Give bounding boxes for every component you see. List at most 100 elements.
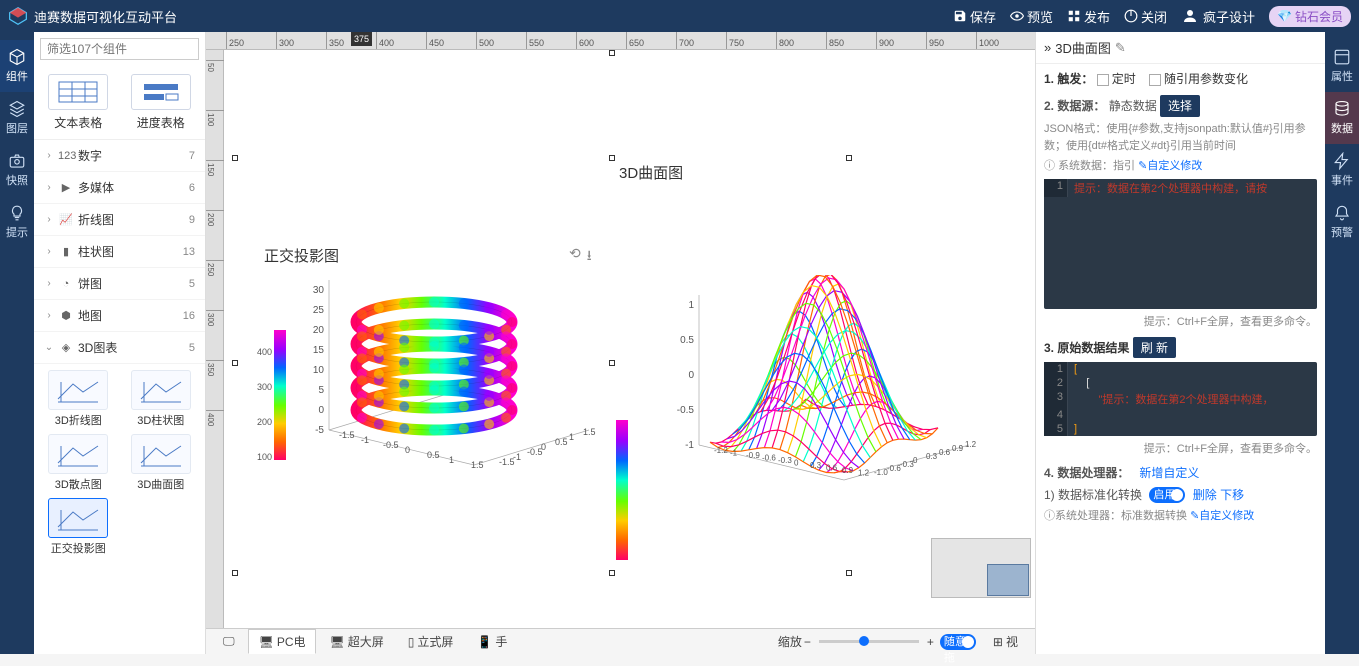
svg-text:100: 100 xyxy=(257,452,272,462)
rail-components[interactable]: 组件 xyxy=(0,40,34,92)
ruler-vertical: 50100150200250300350400 xyxy=(206,50,224,628)
selection-handle[interactable] xyxy=(609,155,615,161)
category-饼图[interactable]: ›◔饼图5 xyxy=(34,268,205,300)
svg-text:30: 30 xyxy=(313,285,325,296)
progress-icon xyxy=(141,81,181,103)
timer-checkbox[interactable] xyxy=(1097,74,1109,86)
svg-text:0: 0 xyxy=(688,370,694,381)
svg-text:-0.6: -0.6 xyxy=(762,454,776,463)
zoom-in[interactable]: + xyxy=(927,635,934,649)
mode-large[interactable]: 🖥 超大屏 xyxy=(318,629,394,654)
subitem-3D曲面图[interactable]: 3D曲面图 xyxy=(123,434,200,492)
zoom-slider[interactable] xyxy=(819,640,919,643)
rail-hints[interactable]: 提示 xyxy=(0,196,34,248)
category-3D图表[interactable]: ⌄◈3D图表5 xyxy=(34,332,205,364)
svg-text:-1.2: -1.2 xyxy=(714,446,728,455)
logo xyxy=(8,6,34,26)
code-editor-2[interactable]: 1[2 [3 "提示：数据在第2个处理器中构建，45] xyxy=(1044,362,1317,436)
attrs-icon xyxy=(1333,48,1351,66)
move-down-link[interactable]: 下移 xyxy=(1220,488,1244,502)
app-title: 迪赛数据可视化互动平台 xyxy=(34,7,177,26)
svg-text:10: 10 xyxy=(313,365,325,376)
category-地图[interactable]: ›⬢地图16 xyxy=(34,300,205,332)
selection-handle[interactable] xyxy=(232,360,238,366)
enable-toggle[interactable]: 启用 xyxy=(1149,487,1185,503)
delete-link[interactable]: 删除 xyxy=(1193,488,1217,502)
category-数字[interactable]: ›123数字7 xyxy=(34,140,205,172)
view-btn[interactable]: ⊞ 视 xyxy=(982,629,1029,654)
svg-text:0: 0 xyxy=(405,445,410,455)
rail-events[interactable]: 事件 xyxy=(1325,144,1359,196)
subitem-3D折线图[interactable]: 3D折线图 xyxy=(40,370,117,428)
tile-progress-table[interactable]: 进度表格 xyxy=(125,74,198,131)
category-折线图[interactable]: ›📈折线图9 xyxy=(34,204,205,236)
rail-data[interactable]: 数据 xyxy=(1325,92,1359,144)
code-editor-1[interactable]: 1提示：数据在第2个处理器中构建，请按 xyxy=(1044,179,1317,309)
svg-text:5: 5 xyxy=(318,385,324,396)
preview-button[interactable]: 预览 xyxy=(1010,7,1053,26)
alarm-icon xyxy=(1333,204,1351,222)
zoom-label: 缩放 xyxy=(778,633,802,650)
drag-toggle[interactable]: 随意拖 xyxy=(940,634,976,650)
svg-text:1: 1 xyxy=(449,455,454,465)
mode-pc[interactable]: 🖥 PC电 xyxy=(248,629,317,654)
category-多媒体[interactable]: ›▶多媒体6 xyxy=(34,172,205,204)
svg-text:0.9: 0.9 xyxy=(842,466,854,475)
event-icon xyxy=(1333,152,1351,170)
svg-text:0: 0 xyxy=(794,459,799,468)
mode-vertical[interactable]: ▯ 立式屏 xyxy=(397,629,465,654)
minimap[interactable] xyxy=(931,538,1031,598)
collapse-icon[interactable]: » xyxy=(1044,40,1051,55)
zoom-out[interactable]: − xyxy=(804,635,811,649)
data-icon xyxy=(1333,100,1351,118)
selection-handle[interactable] xyxy=(609,50,615,56)
tile-text-table[interactable]: 文本表格 xyxy=(42,74,115,131)
subitem-正交投影图[interactable]: 正交投影图 xyxy=(40,498,117,556)
svg-text:-1: -1 xyxy=(513,452,521,462)
subitem-3D散点图[interactable]: 3D散点图 xyxy=(40,434,117,492)
selection-handle[interactable] xyxy=(846,155,852,161)
selection-handle[interactable] xyxy=(609,570,615,576)
svg-text:-0.9: -0.9 xyxy=(746,451,760,460)
right-rail: 属性 数据 事件 预警 xyxy=(1325,32,1359,654)
publish-button[interactable]: 发布 xyxy=(1067,7,1110,26)
svg-text:-1: -1 xyxy=(730,449,738,458)
rail-attrs[interactable]: 属性 xyxy=(1325,40,1359,92)
selection-handle[interactable] xyxy=(846,570,852,576)
param-checkbox[interactable] xyxy=(1149,74,1161,86)
screen-icon-btn[interactable]: 🖵 xyxy=(212,630,246,653)
cube-icon xyxy=(8,48,26,66)
layers-icon xyxy=(8,100,26,118)
selection-handle[interactable] xyxy=(232,570,238,576)
top-bar: 迪赛数据可视化互动平台 保存 预览 发布 关闭 疯子设计 💎钻石会员 xyxy=(0,0,1359,32)
subitem-3D柱状图[interactable]: 3D柱状图 xyxy=(123,370,200,428)
svg-text:0.3: 0.3 xyxy=(810,461,822,470)
user-menu[interactable]: 疯子设计 xyxy=(1181,7,1255,26)
svg-text:15: 15 xyxy=(313,345,325,356)
mode-mobile[interactable]: 📱 手 xyxy=(466,629,518,654)
rail-alarm[interactable]: 预警 xyxy=(1325,196,1359,248)
svg-text:20: 20 xyxy=(313,325,325,336)
component-search-input[interactable] xyxy=(40,38,199,60)
category-柱状图[interactable]: ›▮柱状图13 xyxy=(34,236,205,268)
add-processor-link[interactable]: 新增自定义 xyxy=(1139,466,1199,480)
chart2-3d-surface: -1-0.500.51 -1.2-1-0.9-0.6-0.300.30.60.9… xyxy=(624,275,1014,495)
custom-edit-link-2[interactable]: ✎自定义修改 xyxy=(1190,510,1254,522)
canvas[interactable]: 3D曲面图 正交投影图 ⟲ ⭳ xyxy=(224,50,1035,628)
close-button[interactable]: 关闭 xyxy=(1124,7,1167,26)
save-button[interactable]: 保存 xyxy=(953,7,996,26)
chart2-colorbar xyxy=(612,420,632,570)
svg-text:1.2: 1.2 xyxy=(858,469,870,478)
svg-text:1: 1 xyxy=(569,432,574,442)
rail-snapshot[interactable]: 快照 xyxy=(0,144,34,196)
rail-layers[interactable]: 图层 xyxy=(0,92,34,144)
edit-icon[interactable]: ✎ xyxy=(1115,40,1126,56)
svg-text:1.5: 1.5 xyxy=(583,427,596,437)
member-badge[interactable]: 💎钻石会员 xyxy=(1269,6,1351,27)
refresh-button[interactable]: 刷 新 xyxy=(1133,337,1176,358)
svg-text:-1.5: -1.5 xyxy=(339,430,355,440)
selection-handle[interactable] xyxy=(232,155,238,161)
select-datasource-button[interactable]: 选择 xyxy=(1160,95,1200,117)
svg-text:0.9: 0.9 xyxy=(952,444,964,453)
custom-edit-link[interactable]: ✎自定义修改 xyxy=(1138,160,1202,172)
